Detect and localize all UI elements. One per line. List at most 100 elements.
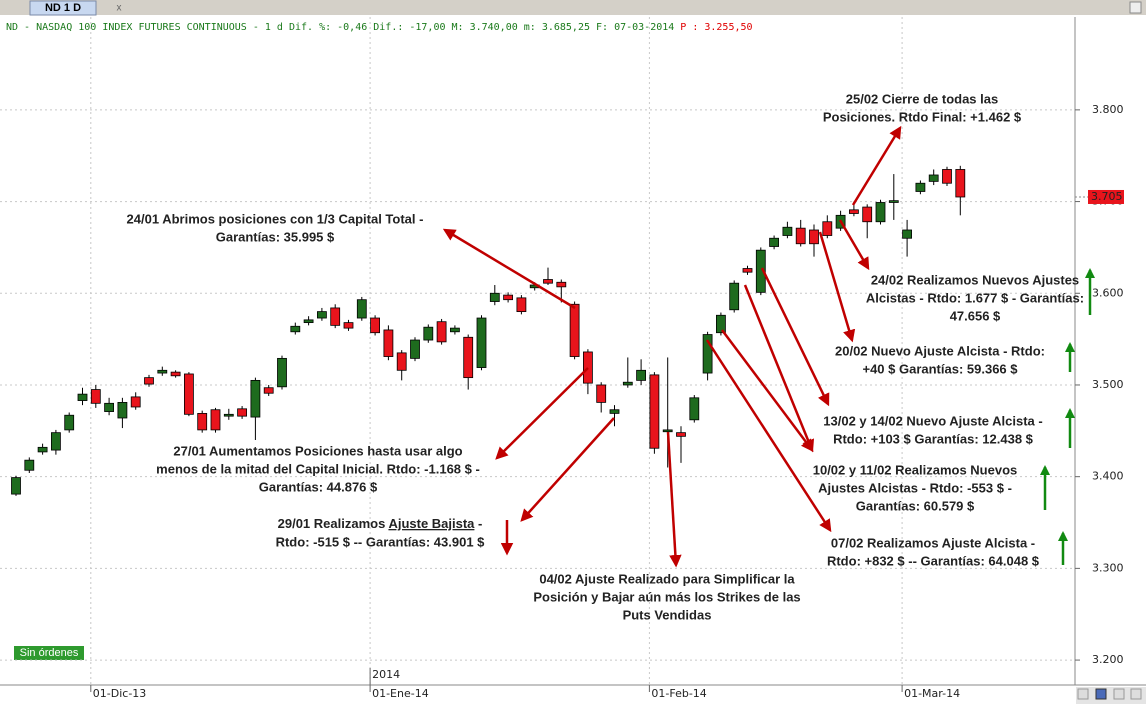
candle-body [875, 202, 886, 223]
candle-body [90, 389, 101, 404]
annotation-line: Rtdo: -515 $ -- Garantías: 43.901 $ [276, 534, 486, 549]
annotation-line: 20/02 Nuevo Ajuste Alcista - Rtdo: [835, 343, 1045, 358]
candle-body [183, 373, 194, 415]
annotation-arrow [442, 228, 576, 310]
candle-body [396, 352, 407, 371]
candle-body [290, 325, 301, 333]
info-highlight: P : 3.255,50 [680, 22, 752, 33]
annotation-part: 29/01 Realizamos [278, 516, 389, 531]
annotation-line: Puts Vendidas [623, 607, 712, 622]
candle-body [37, 446, 48, 453]
annotation-line: 04/02 Ajuste Realizado para Simplificar … [539, 571, 795, 586]
tab-close[interactable]: x [117, 3, 122, 14]
annotation-line: Garantías: 44.876 $ [259, 479, 378, 494]
y-tick-label: 3.800 [1092, 103, 1124, 116]
tab[interactable] [29, 0, 97, 16]
year-label: 2014 [372, 668, 400, 681]
candle-body [729, 282, 740, 311]
candle-body [676, 432, 686, 437]
annotation-line: 07/02 Realizamos Ajuste Alcista - [831, 535, 1035, 550]
candle-body [822, 221, 833, 236]
annotation-line: Posición y Bajar aún más los Strikes de … [533, 589, 800, 604]
candle-body [210, 409, 221, 431]
candle-body [702, 334, 713, 374]
candle-body [689, 397, 700, 421]
annotation-part: - [474, 516, 482, 531]
candle-body [51, 432, 61, 451]
annotation-line: Rtdo: +103 $ Garantías: 12.438 $ [833, 431, 1034, 446]
info-line: ND - NASDAQ 100 INDEX FUTURES CONTINUOUS… [6, 22, 753, 33]
annotation-arrow [495, 367, 589, 460]
tool-button[interactable] [1077, 688, 1089, 700]
candle-body [649, 374, 660, 449]
annotation-line: Posiciones. Rtdo Final: +1.462 $ [823, 109, 1022, 124]
status-box [14, 646, 84, 660]
candle-body [410, 339, 420, 359]
candle-body [170, 371, 181, 377]
annotation-line: 24/02 Realizamos Nuevos Ajustes [871, 272, 1079, 287]
candle-body [370, 317, 381, 334]
candle-body [902, 229, 912, 239]
candle-body [755, 249, 766, 293]
annotation-arrow [818, 231, 856, 343]
candle-body [543, 279, 553, 284]
candle-body [157, 369, 168, 374]
candle-body [316, 311, 327, 319]
candle-body [636, 369, 646, 381]
annotation-line: 25/02 Cierre de todas las [846, 91, 998, 106]
candle-body [423, 326, 434, 341]
annotation-line: 29/01 Realizamos Ajuste Bajista - [278, 516, 483, 531]
candle-body [117, 401, 128, 419]
candle-body [888, 200, 899, 203]
candle-body [795, 227, 806, 245]
candle-body [596, 384, 607, 403]
candle-body [343, 322, 354, 329]
annotation-line: Garantías: 60.579 $ [856, 498, 975, 513]
info-text: ND - NASDAQ 100 INDEX FUTURES CONTINUOUS… [6, 22, 674, 33]
x-tick-label: 01-Ene-14 [372, 687, 429, 700]
candle-body [449, 327, 460, 333]
annotation-line: Alcistas - Rtdo: 1.677 $ - Garantías: [866, 290, 1084, 305]
candle-body [662, 429, 673, 433]
window-button[interactable] [1129, 1, 1142, 14]
candle-body [130, 396, 141, 408]
annotation-line: menos de la mitad del Capital Inicial. R… [156, 461, 480, 476]
candle-body [197, 412, 208, 431]
annotation-line: Garantías: 35.995 $ [216, 229, 335, 244]
annotation-line: 13/02 y 14/02 Nuevo Ajuste Alcista - [823, 413, 1042, 428]
x-tick-label: 01-Dic-13 [93, 687, 147, 700]
annotation-line: 24/01 Abrimos posiciones con 1/3 Capital… [127, 211, 424, 226]
candle-body [64, 414, 75, 431]
annotation-part: Ajuste Bajista [388, 516, 475, 531]
save-button[interactable] [1095, 688, 1107, 700]
candle-body [476, 317, 487, 368]
candle-body [556, 281, 567, 288]
annotation-arrow [851, 125, 902, 206]
candle-body [330, 307, 341, 326]
candle-body [862, 206, 873, 223]
x-tick-label: 01-Feb-14 [651, 687, 706, 700]
candle-body [583, 351, 593, 384]
candle-body [569, 303, 580, 357]
candle-body [263, 387, 274, 394]
candle-body [77, 393, 88, 401]
candle-body [716, 314, 726, 334]
candle-body [436, 321, 447, 343]
y-tick-label: 3.200 [1092, 653, 1124, 666]
candle-body [277, 357, 287, 388]
candle-body [250, 379, 261, 418]
candle-body [942, 169, 952, 184]
candle-body [955, 169, 966, 198]
candle-body [463, 336, 474, 379]
candle-body [144, 377, 154, 385]
annotation-arrow [743, 284, 815, 453]
tool-button[interactable] [1130, 688, 1142, 700]
annotation-line: 47.656 $ [950, 308, 1001, 323]
tab-label: ND 1 D [45, 2, 81, 14]
tool-button[interactable] [1113, 688, 1125, 700]
annotation-arrow [760, 267, 830, 407]
y-tick-label: 3.600 [1092, 286, 1124, 299]
annotation-arrow [666, 431, 682, 568]
annotation-line: Rtdo: +832 $ -- Garantías: 64.048 $ [827, 553, 1040, 568]
